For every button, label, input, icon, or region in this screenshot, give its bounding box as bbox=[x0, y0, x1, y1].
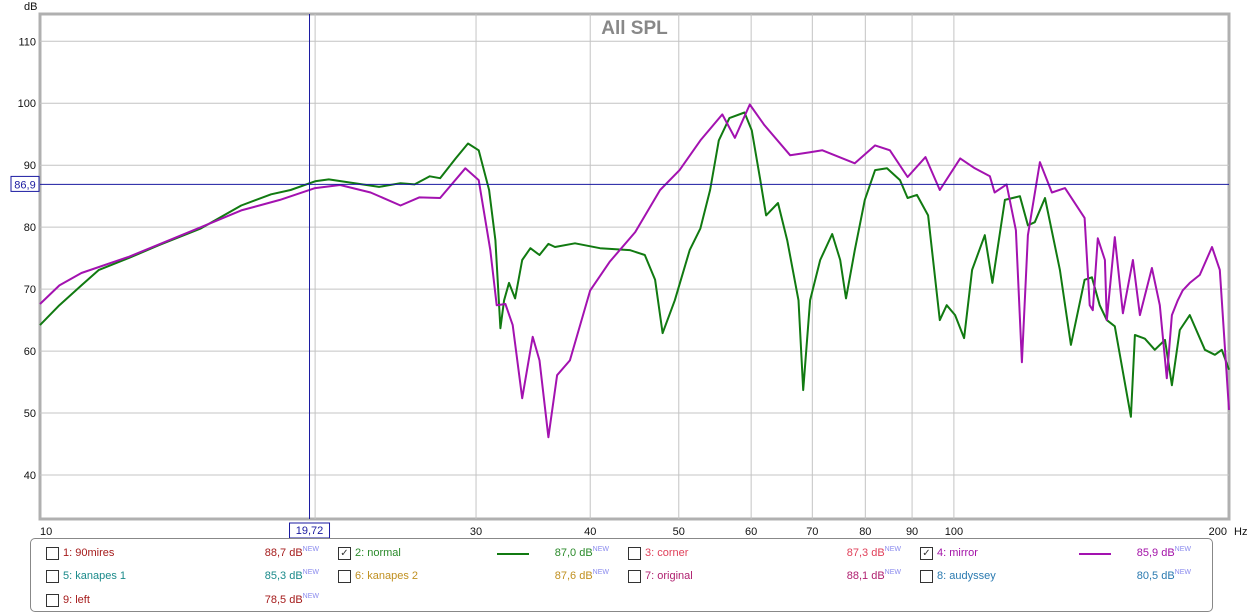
y-tick-label: 110 bbox=[18, 36, 36, 48]
legend-checkbox[interactable] bbox=[46, 547, 59, 560]
legend-value-text: 87,6 dB bbox=[554, 570, 593, 582]
new-badge: NEW bbox=[1174, 569, 1191, 576]
legend-label: 7: original bbox=[645, 570, 693, 582]
legend-line-swatch bbox=[497, 553, 529, 555]
legend-line-swatch bbox=[1079, 553, 1111, 555]
legend-item[interactable]: 9: left 78,5 dBNEW bbox=[46, 592, 319, 608]
legend-value-text: 78,5 dB bbox=[264, 594, 303, 606]
y-tick-label: 100 bbox=[18, 98, 36, 110]
legend-label: 2: normal bbox=[355, 547, 401, 559]
legend-item[interactable]: 3: corner 87,3 dBNEW bbox=[628, 545, 901, 561]
legend-value: 87,3 dBNEW bbox=[847, 545, 901, 561]
legend-label: 6: kanapes 2 bbox=[355, 570, 418, 582]
y-tick-label: 90 bbox=[24, 160, 36, 172]
new-badge: NEW bbox=[884, 569, 901, 576]
legend-value: 78,5 dBNEW bbox=[265, 592, 319, 608]
legend-value: 87,0 dBNEW bbox=[555, 545, 609, 561]
series-line-mirror bbox=[39, 103, 1230, 439]
new-badge: NEW bbox=[592, 546, 609, 553]
legend-label: 8: audyssey bbox=[937, 570, 996, 582]
x-tick-label: 70 bbox=[806, 526, 818, 538]
new-badge: NEW bbox=[1174, 546, 1191, 553]
y-tick-label: 80 bbox=[24, 222, 36, 234]
legend-value: 88,7 dBNEW bbox=[265, 545, 319, 561]
new-badge: NEW bbox=[592, 569, 609, 576]
legend-item[interactable]: 5: kanapes 1 85,3 dBNEW bbox=[46, 568, 319, 584]
plot-area bbox=[38, 12, 1231, 521]
legend-item[interactable]: 1: 90mires 88,7 dBNEW bbox=[46, 545, 319, 561]
legend-value-text: 85,9 dB bbox=[1136, 547, 1175, 559]
new-badge: NEW bbox=[302, 546, 319, 553]
legend-checkbox[interactable] bbox=[920, 570, 933, 583]
legend-value-text: 87,3 dB bbox=[846, 547, 885, 559]
legend-value-text: 80,5 dB bbox=[1136, 570, 1175, 582]
x-tick-label: 100 bbox=[945, 526, 963, 538]
x-tick-label: 200 bbox=[1209, 526, 1227, 538]
legend-label: 9: left bbox=[63, 594, 90, 606]
series-line-normal bbox=[39, 111, 1230, 418]
legend-value-text: 87,0 dB bbox=[554, 547, 593, 559]
cursor-y-box bbox=[10, 175, 40, 192]
legend-label: 1: 90mires bbox=[63, 547, 115, 559]
y-tick-label: 50 bbox=[24, 408, 36, 420]
legend-checkbox[interactable] bbox=[46, 594, 59, 607]
legend-value: 88,1 dBNEW bbox=[847, 568, 901, 584]
legend-checkbox[interactable] bbox=[628, 547, 641, 560]
y-axis-label: dB bbox=[24, 1, 37, 13]
legend-value-text: 88,1 dB bbox=[846, 570, 885, 582]
new-badge: NEW bbox=[302, 593, 319, 600]
y-tick-label: 70 bbox=[24, 284, 36, 296]
legend-label: 4: mirror bbox=[937, 547, 978, 559]
x-tick-label: 90 bbox=[906, 526, 918, 538]
legend-value-text: 88,7 dB bbox=[264, 547, 303, 559]
legend-value-text: 85,3 dB bbox=[264, 570, 303, 582]
legend-value: 80,5 dBNEW bbox=[1137, 568, 1191, 584]
legend-checkbox[interactable] bbox=[628, 570, 641, 583]
x-tick-label: 10 bbox=[40, 526, 52, 538]
spl-chart[interactable]: 40 50 60 70 80 90 100 110 10 30 40 50 60 70 80 90 100 200… bbox=[0, 0, 1248, 540]
cursor-y-label: 86,9 bbox=[14, 179, 35, 191]
legend-checkbox[interactable] bbox=[46, 570, 59, 583]
legend-item[interactable]: 8: audyssey 80,5 dBNEW bbox=[920, 568, 1191, 584]
new-badge: NEW bbox=[302, 569, 319, 576]
legend-panel: 1: 90mires 88,7 dBNEW ✓ 2: normal 87,0 dBNEW… bbox=[30, 538, 1213, 612]
x-tick-label: 80 bbox=[859, 526, 871, 538]
legend-checkbox[interactable]: ✓ bbox=[338, 547, 351, 560]
legend-value: 85,9 dBNEW bbox=[1137, 545, 1191, 561]
chart-title: All SPL bbox=[601, 18, 668, 39]
legend-checkbox[interactable] bbox=[338, 570, 351, 583]
x-unit-label: Hz bbox=[1234, 526, 1247, 538]
legend-item[interactable]: 7: original 88,1 dBNEW bbox=[628, 568, 901, 584]
x-tick-label: 50 bbox=[673, 526, 685, 538]
legend-item[interactable]: 6: kanapes 2 87,6 dBNEW bbox=[338, 568, 609, 584]
legend-value: 87,6 dBNEW bbox=[555, 568, 609, 584]
legend-label: 5: kanapes 1 bbox=[63, 570, 126, 582]
legend-value: 85,3 dBNEW bbox=[265, 568, 319, 584]
x-tick-label: 60 bbox=[745, 526, 757, 538]
legend-item[interactable]: ✓ 4: mirror 85,9 dBNEW bbox=[920, 545, 1191, 561]
cursor-x-label: 19,72 bbox=[296, 525, 324, 537]
x-tick-label: 30 bbox=[470, 526, 482, 538]
y-tick-label: 40 bbox=[24, 470, 36, 482]
y-tick-label: 60 bbox=[24, 346, 36, 358]
x-tick-label: 40 bbox=[584, 526, 596, 538]
legend-item[interactable]: ✓ 2: normal 87,0 dBNEW bbox=[338, 545, 609, 561]
new-badge: NEW bbox=[884, 546, 901, 553]
legend-label: 3: corner bbox=[645, 547, 689, 559]
legend-checkbox[interactable]: ✓ bbox=[920, 547, 933, 560]
